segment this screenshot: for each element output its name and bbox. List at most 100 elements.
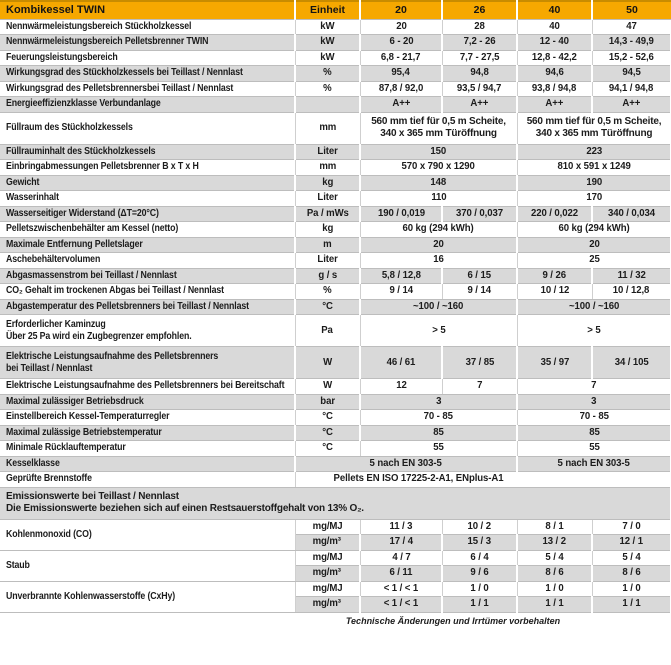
unit-cell: °C (295, 425, 361, 441)
cell-text: 13 / 2 (542, 536, 567, 548)
cell-text: 11 / 3 (389, 520, 413, 532)
value-cell: 94,1 / 94,8 (592, 81, 671, 97)
row-label-text: Maximal zulässiger Betriebsdruck (6, 395, 144, 407)
table-row: Einstellbereich Kessel-Temperaturregler °… (0, 409, 671, 426)
row-label: Abgasmassenstrom bei Teillast / Nennlast (0, 268, 296, 284)
section-header: Emissionswerte bei Teillast / Nennlast Di… (0, 487, 671, 520)
value-cell: 8 / 6 (592, 565, 671, 582)
value-cell: 34 / 105 (592, 346, 671, 379)
cell-text: W (323, 380, 332, 392)
cell-text: 6 - 20 (388, 36, 413, 48)
row-label: Aschebehältervolumen (0, 252, 296, 269)
cell-text: 560 mm tief für 0,5 m Scheite, (371, 116, 506, 128)
row-label-text: Kesselklasse (6, 457, 60, 469)
value-cell: 340 / 0,034 (592, 206, 671, 222)
cell-text: 12 - 40 (539, 36, 570, 48)
cell-text: 95,4 (391, 67, 411, 79)
cell-text: mg/m³ (313, 567, 342, 579)
row-label-text: Elektrische Leistungsaufnahme des Pellet… (6, 350, 219, 362)
cell-text: 5 nach EN 303-5 (369, 457, 443, 469)
cell-text: 3 (435, 395, 442, 407)
value-cell: 46 / 61 (360, 346, 443, 379)
cell-text: kg (321, 176, 334, 188)
cell-text: 7,7 - 27,5 (459, 51, 500, 63)
cell-text: 93,5 / 94,7 (457, 82, 502, 94)
value-cell: 6,8 - 21,7 (360, 50, 443, 66)
table-title: Kombikessel TWIN (0, 0, 296, 20)
cell-text: mm (319, 122, 336, 134)
cell-text: 1 / 0 (545, 582, 564, 594)
value-cell: 10 / 12 (517, 283, 593, 300)
value-cell: 9 / 14 (360, 283, 443, 300)
value-cell: < 1 / < 1 (360, 596, 443, 613)
cell-text: °C (322, 426, 333, 438)
cell-text: °C (322, 300, 333, 312)
cell-text: 37 / 85 (465, 356, 494, 368)
table-row: Minimale Rücklauftemperatur °C 55 55 (0, 440, 671, 457)
cell-text: kW (320, 36, 335, 48)
table-row: mg/m³ 6 / 11 9 / 6 8 / 6 8 / 6 (0, 565, 671, 582)
cell-text: 1 / 1 (622, 598, 641, 610)
table-row: Wirkungsgrad des Stückholzkessels bei Te… (0, 65, 671, 82)
cell-text: % (323, 82, 332, 94)
value-cell: 1 / 1 (517, 596, 593, 613)
row-label-text: Geprüfte Brennstoffe (6, 473, 92, 485)
table-row: mg/m³ 17 / 4 15 / 3 13 / 2 12 / 1 (0, 534, 671, 551)
value-cell: 12 - 40 (517, 34, 593, 51)
unit-cell: % (295, 283, 361, 300)
cell-text: 5 nach EN 303-5 (557, 457, 631, 469)
value-cell: 6 / 4 (442, 550, 518, 566)
row-label: Energieeffizienzklasse Verbundanlage (0, 96, 296, 113)
row-label-text: Abgastemperatur des Pelletsbrenners bei … (6, 300, 249, 312)
value-cell: 12 (360, 378, 443, 395)
cell-text: 60 kg (294 kWh) (402, 223, 475, 235)
value-cell: < 1 / < 1 (360, 581, 443, 597)
cell-text: 148 (430, 176, 447, 188)
value-cell: > 5 (517, 314, 671, 347)
row-label-text: Maximal zulässige Betriebstemperatur (6, 426, 162, 438)
table-row: Kohlenmonoxid (CO) mg/MJ 11 / 3 10 / 2 8 / 1… (0, 519, 671, 551)
row-label: Kesselklasse (0, 456, 296, 472)
unit-cell: kW (295, 50, 361, 66)
row-label: Erforderlicher Kaminzug Über 25 Pa wird e… (0, 314, 296, 347)
unit-cell: mm (295, 159, 361, 176)
unit-cell: Liter (295, 252, 361, 269)
cell-text: 47 (626, 20, 637, 32)
column-header-einheit: Einheit (295, 0, 361, 20)
cell-text: mg/m³ (313, 598, 342, 610)
value-cell: 55 (360, 440, 518, 457)
row-label-text: Abgasmassenstrom bei Teillast / Nennlast (6, 269, 177, 281)
cell-text: Pa / mWs (306, 207, 349, 219)
table-row: Füllraum des Stückholzkessels mm 560 mm ti… (0, 112, 671, 145)
value-cell: 40 (517, 19, 593, 35)
cell-text: 28 (474, 20, 485, 32)
row-label: Abgastemperatur des Pelletsbrenners bei … (0, 299, 296, 315)
value-cell: 85 (360, 425, 518, 441)
value-cell: 560 mm tief für 0,5 m Scheite, 340 x 365 … (517, 112, 671, 145)
value-cell: 87,8 / 92,0 (360, 81, 443, 97)
value-cell: 35 / 97 (517, 346, 593, 379)
cell-text: 220 / 0,022 (530, 207, 578, 219)
cell-text: 5 / 4 (545, 551, 564, 563)
unit-cell: Liter (295, 190, 361, 207)
cell-text: 10 / 12 (540, 285, 569, 297)
row-label: CO₂ Gehalt im trockenen Abgas bei Teilla… (0, 283, 296, 300)
row-label-text: Maximale Entfernung Pelletslager (6, 238, 143, 250)
unit-cell: mg/m³ (295, 565, 361, 582)
cell-text: 8 / 6 (622, 567, 641, 579)
table-row: CO₂ Gehalt im trockenen Abgas bei Teilla… (0, 283, 671, 300)
table-row: Maximal zulässige Betriebstemperatur °C 85… (0, 425, 671, 441)
cell-text: A++ (545, 98, 564, 110)
cell-text: g / s (318, 269, 337, 281)
unit-cell: mg/MJ (295, 519, 361, 535)
value-cell: ~100 / ~160 (517, 299, 671, 315)
cell-text: kg (321, 223, 334, 235)
cell-text: mg/m³ (313, 536, 342, 548)
cell-text: 7 (476, 380, 483, 392)
unit-cell: % (295, 81, 361, 97)
value-cell: 5 / 4 (592, 550, 671, 566)
value-cell: 1 / 0 (442, 581, 518, 597)
cell-text: 94,8 (470, 67, 489, 79)
row-label-text: Energieeffizienzklasse Verbundanlage (6, 98, 161, 110)
value-cell: 85 (517, 425, 671, 441)
